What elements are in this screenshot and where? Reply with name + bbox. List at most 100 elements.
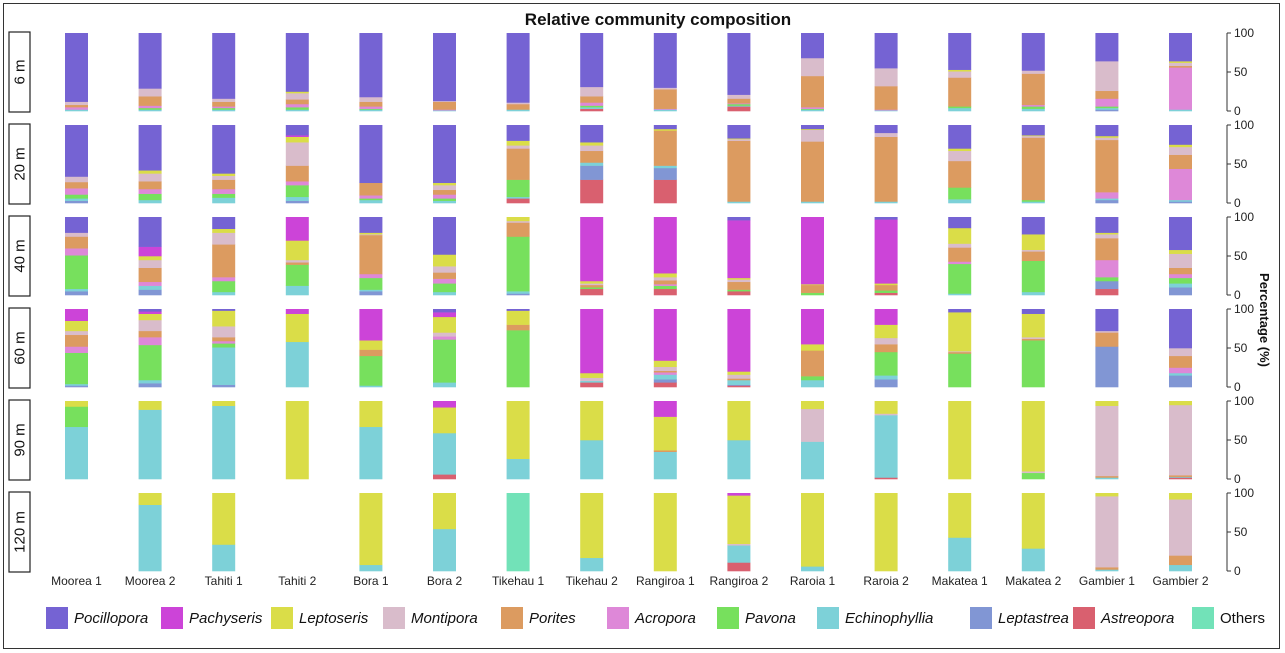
legend-item-others: Others	[1192, 607, 1265, 629]
bar-segment-leptoseris	[212, 228, 236, 233]
bar-segment-leptoseris	[433, 493, 456, 530]
bar-gambier-1-120-m	[1095, 493, 1119, 572]
bar-rangiroa-2-20-m	[727, 125, 751, 204]
bar-segment-leptastrea	[506, 293, 530, 296]
bar-segment-pocillopora	[1021, 125, 1045, 136]
legend-swatch	[46, 607, 68, 629]
bar-raroia-1-90-m	[801, 401, 824, 480]
depth-label: 20 m	[12, 147, 29, 180]
bar-segment-pocillopora	[65, 217, 88, 233]
legend-label: Echinophyllia	[845, 610, 933, 627]
bar-gambier-2-120-m	[1169, 493, 1192, 572]
bar-segment-pocillopora	[138, 33, 162, 89]
bar-segment-montipora	[1021, 337, 1045, 339]
bar-segment-acropora	[801, 107, 824, 109]
bar-segment-pachyseris	[727, 493, 751, 496]
bar-gambier-2-90-m	[1169, 401, 1192, 480]
x-tick-label: Tikehau 2	[566, 574, 619, 588]
bar-makatea-1-90-m	[948, 401, 972, 480]
bar-segment-pocillopora	[948, 217, 972, 229]
bar-segment-leptastrea	[1169, 201, 1192, 204]
bar-segment-pavona	[65, 406, 88, 428]
bar-segment-echinophyllia	[580, 380, 604, 383]
bar-segment-pocillopora	[138, 309, 162, 312]
bar-segment-porites	[65, 334, 88, 347]
bar-makatea-2-20-m	[1021, 125, 1045, 204]
bar-segment-pavona	[212, 343, 236, 348]
bar-segment-pocillopora	[1021, 309, 1045, 314]
bar-segment-leptoseris	[1095, 135, 1119, 138]
bar-segment-montipora	[506, 145, 530, 149]
bar-segment-leptoseris	[506, 310, 530, 325]
bar-segment-leptoseris	[1169, 61, 1192, 63]
bar-segment-montipora	[1095, 496, 1119, 568]
bar-segment-acropora	[1169, 367, 1192, 374]
bar-segment-leptoseris	[874, 493, 898, 572]
bar-segment-montipora	[506, 220, 530, 223]
bar-segment-leptoseris	[580, 493, 604, 559]
bar-segment-porites	[653, 450, 677, 452]
bar-segment-montipora	[1169, 348, 1192, 357]
bar-segment-pachyseris	[653, 309, 677, 361]
bar-segment-acropora	[653, 284, 677, 286]
bar-segment-montipora	[433, 185, 456, 191]
panel-6-m: 6 m 100 50 0	[8, 26, 1254, 118]
x-tick-label: Gambier 1	[1079, 574, 1135, 588]
bar-moorea-2-20-m	[138, 125, 162, 204]
y-tick-label: 0	[1234, 196, 1241, 210]
depth-label: 90 m	[12, 423, 29, 456]
bar-segment-echinophyllia	[359, 426, 383, 480]
depth-label-box	[8, 31, 31, 113]
bar-segment-montipora	[580, 283, 604, 286]
bar-segment-acropora	[138, 281, 162, 286]
bar-segment-pachyseris	[874, 219, 898, 284]
bar-segment-leptoseris	[1095, 232, 1119, 235]
depth-label-box	[8, 123, 31, 205]
y-tick-label: 0	[1234, 472, 1241, 486]
bar-segment-montipora	[433, 100, 456, 102]
bar-segment-acropora	[653, 372, 677, 375]
bar-segment-echinophyllia	[359, 564, 383, 572]
depth-label-box	[8, 491, 31, 573]
x-tick-label: Moorea 2	[125, 574, 176, 588]
chart-title: Relative community composition	[525, 10, 791, 29]
bar-bora-2-60-m	[433, 309, 456, 388]
bar-segment-echinophyllia	[359, 385, 383, 388]
bar-segment-porites	[1169, 355, 1192, 368]
y-tick-label: 0	[1234, 564, 1241, 578]
bar-segment-porites	[801, 284, 824, 293]
bar-tikehau-1-60-m	[506, 309, 530, 388]
bar-segment-echinophyllia	[212, 109, 236, 112]
bar-segment-porites	[359, 101, 383, 107]
bar-segment-montipora	[801, 129, 824, 142]
bar-rangiroa-2-120-m	[727, 493, 751, 572]
bar-segment-leptoseris	[580, 280, 604, 284]
bar-segment-porites	[874, 136, 898, 202]
bar-makatea-2-90-m	[1021, 401, 1045, 480]
bar-segment-porites	[580, 284, 604, 288]
bar-segment-porites	[1169, 475, 1192, 477]
depth-label: 6 m	[12, 59, 29, 84]
bar-rangiroa-2-90-m	[727, 401, 751, 480]
panel-40-m: 40 m 100 50 0	[8, 210, 1254, 302]
bar-segment-pavona	[506, 179, 530, 198]
bar-segment-leptoseris	[138, 401, 162, 410]
bar-segment-leptoseris	[65, 320, 88, 332]
bar-rangiroa-1-20-m	[653, 125, 677, 204]
bar-segment-pachyseris	[65, 309, 88, 321]
bar-segment-montipora	[1169, 499, 1192, 556]
bar-segment-leptoseris	[212, 173, 236, 176]
bar-segment-montipora	[1169, 146, 1192, 155]
bar-segment-leptoseris	[653, 493, 677, 572]
bar-bora-1-40-m	[359, 217, 383, 296]
bar-segment-porites	[948, 351, 972, 354]
bar-rangiroa-1-90-m	[653, 401, 677, 480]
bar-segment-echinophyllia	[285, 109, 309, 112]
bar-gambier-2-40-m	[1169, 217, 1192, 296]
bar-segment-pocillopora	[359, 217, 383, 233]
bar-segment-porites	[801, 141, 824, 202]
bar-segment-leptoseris	[874, 401, 898, 414]
bar-segment-echinophyllia	[65, 288, 88, 292]
bar-segment-astreopora	[874, 292, 898, 296]
bar-segment-montipora	[727, 94, 751, 99]
